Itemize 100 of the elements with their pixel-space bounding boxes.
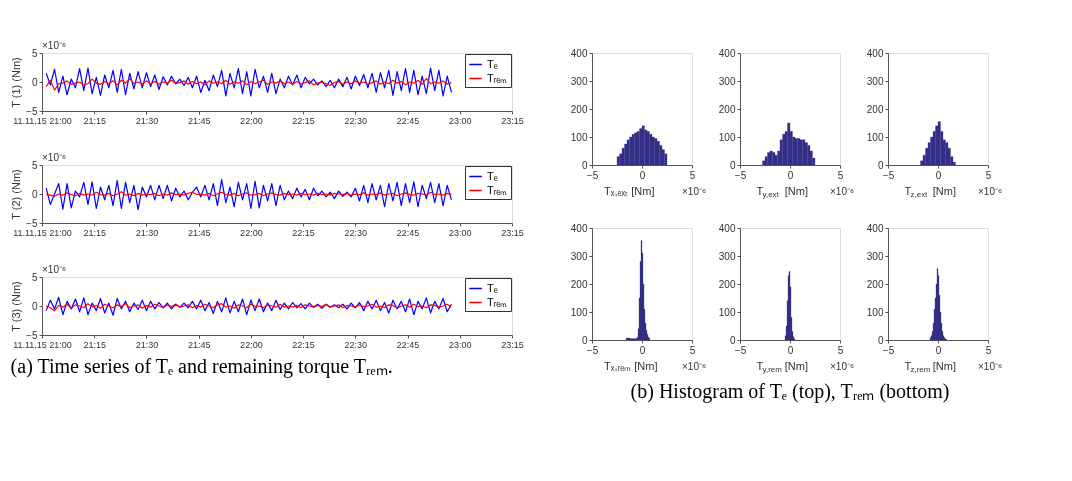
x-tick-label: 11.11.15 21:00: [13, 339, 72, 350]
y-tick-label: 100: [866, 131, 884, 143]
y-tick-label: 100: [718, 306, 736, 318]
legend-label: Tₑ: [487, 57, 498, 70]
x-tick-label: 22:00: [240, 115, 263, 126]
y-tick-label: 5: [31, 47, 38, 59]
x-tick-label: 21:15: [83, 339, 106, 350]
x-tick-label: 5: [689, 169, 696, 181]
y-tick-label: 300: [718, 250, 736, 262]
y-tick-label: −5: [26, 105, 38, 117]
x-tick-label: 11.11.15 21:00: [13, 115, 72, 126]
x-tick-label: 5: [837, 344, 844, 356]
y-tick-label: 100: [570, 131, 588, 143]
text: (b) Histogram of Tₑ (top), Tᵣₑₘ (bottom): [630, 379, 950, 403]
y-tick-label: 200: [866, 278, 884, 290]
x-tick-label: 22:00: [240, 339, 263, 350]
x-tick-label: 22:30: [344, 227, 368, 238]
y-tick-label: 0: [31, 188, 38, 200]
x-tick-label: 5: [985, 344, 992, 356]
x-tick-label: 22:30: [344, 339, 368, 350]
y-tick-label: 300: [866, 250, 884, 262]
x-tick-label: 0: [935, 344, 942, 356]
y-tick-label: 200: [866, 103, 884, 115]
x-tick-label: 22:15: [292, 115, 315, 126]
x-tick-label: 21:30: [135, 227, 159, 238]
text: ×10⁻⁶: [682, 361, 707, 372]
x-tick-label: 22:30: [344, 115, 368, 126]
text: ×10⁻⁶: [682, 186, 707, 197]
y-tick-label: 400: [866, 222, 884, 234]
x-tick-label: 21:45: [187, 339, 211, 350]
x-tick-label: 22:15: [292, 227, 315, 238]
y-tick-label: 0: [31, 76, 38, 88]
legend-label: Tₑ: [487, 169, 498, 182]
text: ×10⁻⁶: [978, 186, 1003, 197]
y-tick-label: 300: [718, 75, 736, 87]
x-tick-label: 0: [787, 344, 794, 356]
y-tick-label: 100: [866, 306, 884, 318]
x-tick-label: 22:15: [292, 339, 315, 350]
y-tick-label: 200: [570, 278, 588, 290]
y-axis-title: T (3) (Nm): [10, 281, 23, 332]
x-tick-label: 23:15: [501, 339, 524, 350]
x-axis-title: Tₓ,ₑₓₜ [Nm]: [604, 185, 655, 197]
x-tick-label: 21:45: [187, 115, 211, 126]
x-tick-label: 21:15: [83, 115, 106, 126]
x-tick-label: 22:45: [396, 339, 420, 350]
y-tick-label: 400: [718, 47, 736, 59]
x-tick-label: 21:45: [187, 227, 211, 238]
legend-label: Tᵣₑₘ: [487, 295, 508, 308]
y-tick-label: 0: [877, 159, 884, 171]
x-tick-label: 21:15: [83, 227, 106, 238]
x-tick-label: 0: [935, 169, 942, 181]
x-tick-label: 23:15: [501, 115, 524, 126]
y-tick-label: 400: [570, 222, 588, 234]
x-tick-label: 11.11.15 21:00: [13, 227, 72, 238]
text: ×10⁻⁶: [42, 264, 67, 275]
x-tick-label: 21:30: [135, 115, 159, 126]
y-tick-label: 100: [570, 306, 588, 318]
y-axis-title: T (1) (Nm): [10, 57, 23, 108]
x-tick-label: 22:45: [396, 115, 420, 126]
x-tick-label: 0: [639, 169, 646, 181]
x-tick-label: 23:00: [449, 115, 472, 126]
x-axis-title: Tₓ,ᵣₑₘ [Nm]: [604, 360, 658, 372]
y-tick-label: 100: [718, 131, 736, 143]
text: ×10⁻⁶: [830, 186, 855, 197]
text: ×10⁻⁶: [42, 152, 67, 163]
y-tick-label: 5: [31, 271, 38, 283]
text: ×10⁻⁶: [830, 361, 855, 372]
y-tick-label: −5: [26, 217, 38, 229]
legend-label: Tₑ: [487, 281, 498, 294]
y-axis-title: T (2) (Nm): [10, 169, 23, 220]
y-tick-label: 400: [570, 47, 588, 59]
legend-label: Tᵣₑₘ: [487, 183, 508, 196]
y-tick-label: 0: [31, 300, 38, 312]
x-tick-label: 23:00: [449, 339, 472, 350]
x-tick-label: 0: [787, 169, 794, 181]
text: ×10⁻⁶: [978, 361, 1003, 372]
y-tick-label: 0: [581, 159, 588, 171]
x-tick-label: 22:45: [396, 227, 420, 238]
x-tick-label: 0: [639, 344, 646, 356]
y-tick-label: 300: [866, 75, 884, 87]
y-tick-label: 300: [570, 75, 588, 87]
x-tick-label: 5: [837, 169, 844, 181]
y-tick-label: 200: [570, 103, 588, 115]
x-tick-label: 5: [689, 344, 696, 356]
y-tick-label: 400: [718, 222, 736, 234]
x-tick-label: 23:15: [501, 227, 524, 238]
x-tick-label: 21:30: [135, 339, 159, 350]
y-tick-label: 200: [718, 278, 736, 290]
x-tick-label: 5: [985, 169, 992, 181]
legend-label: Tᵣₑₘ: [487, 71, 508, 84]
y-tick-label: −5: [26, 329, 38, 341]
text: ×10⁻⁶: [42, 40, 67, 51]
y-tick-label: 0: [729, 159, 736, 171]
y-tick-label: 300: [570, 250, 588, 262]
x-tick-label: 22:00: [240, 227, 263, 238]
x-tick-label: 23:00: [449, 227, 472, 238]
y-tick-label: 5: [31, 159, 38, 171]
text: (a) Time series of Tₑ and remaining torque Tᵣₑₘ.: [10, 355, 393, 378]
y-tick-label: 400: [866, 47, 884, 59]
y-tick-label: 200: [718, 103, 736, 115]
